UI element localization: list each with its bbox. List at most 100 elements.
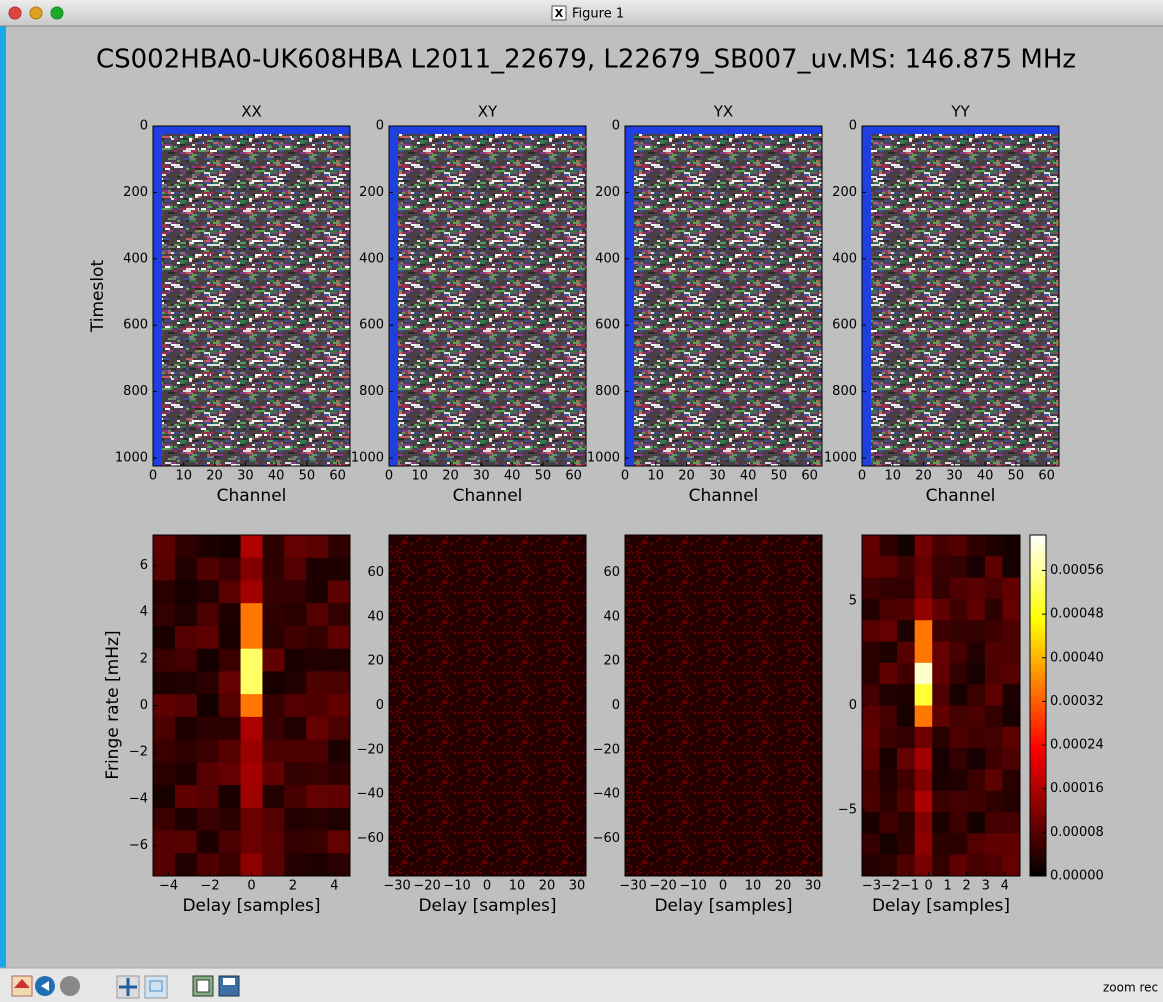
heatmap-cell <box>897 854 916 877</box>
heatmap-cell <box>1002 769 1021 792</box>
heatmap-cell <box>879 748 898 770</box>
subplot-title: XX <box>241 103 262 121</box>
forward-button[interactable] <box>60 976 80 996</box>
heatmap-cell <box>984 598 1003 621</box>
y-tick-label: 20 <box>603 654 620 669</box>
heatmap-cell <box>328 603 351 627</box>
y-tick-label: −60 <box>357 831 384 846</box>
home-button[interactable] <box>11 975 33 997</box>
heatmap-cell <box>1002 556 1021 579</box>
x-tick-label: 10 <box>412 469 429 484</box>
x-tick-label: 10 <box>176 469 193 484</box>
window-title: Figure 1 <box>572 7 624 22</box>
y-axis-label: Timeslot <box>88 260 108 334</box>
heatmap-cell <box>153 785 176 809</box>
heatmap-cell <box>967 769 986 792</box>
axes-frame <box>624 125 823 467</box>
x-tick-label: −20 <box>649 879 676 894</box>
zoom-rect-button[interactable] <box>144 975 168 999</box>
flagged-band <box>389 126 398 466</box>
zoom-button[interactable] <box>50 6 64 20</box>
y-tick-label: 40 <box>367 609 384 624</box>
heatmap-cell <box>284 603 307 627</box>
back-button[interactable] <box>35 976 55 996</box>
heatmap-cell <box>984 620 1003 643</box>
x-tick-label: 10 <box>745 879 762 894</box>
flagged-band <box>153 126 350 134</box>
x-tick-label: −3 <box>862 879 881 894</box>
heatmap-cell <box>306 625 329 650</box>
x-axis-label: Delay [samples] <box>418 896 556 916</box>
x-tick-label: 20 <box>442 469 459 484</box>
minimize-button[interactable] <box>29 6 43 20</box>
heatmap-cell <box>949 854 968 877</box>
pan-button[interactable] <box>116 975 140 999</box>
heatmap-cell <box>949 620 968 643</box>
heatmap-cell <box>967 705 986 728</box>
subplots-button[interactable] <box>192 975 214 997</box>
heatmap-cell <box>218 535 242 559</box>
save-button[interactable] <box>218 975 240 997</box>
heatmap-cell <box>949 705 968 728</box>
heatmap-cell <box>240 853 263 877</box>
heatmap-cell <box>879 812 898 834</box>
y-tick-label: 200 <box>595 185 620 200</box>
heatmap-cell <box>218 716 242 741</box>
close-button[interactable] <box>8 6 22 20</box>
x-tick-label: 10 <box>885 469 902 484</box>
y-tick-label: 6 <box>140 558 148 573</box>
heatmap-cell <box>897 620 916 643</box>
heatmap-cell <box>967 726 986 749</box>
x-tick-label: −1 <box>900 879 919 894</box>
heatmap-cell <box>949 769 968 792</box>
heatmap-cell <box>914 769 933 792</box>
x-tick-label: 10 <box>509 879 526 894</box>
heatmap-cell <box>153 853 176 877</box>
y-tick-label: −40 <box>593 787 620 802</box>
colorbar-tick-label: 0.00008 <box>1050 825 1104 840</box>
heatmap-cell <box>218 853 242 877</box>
y-tick-label: 800 <box>123 384 148 399</box>
heatmap-cell <box>284 853 307 877</box>
heatmap-cell <box>306 785 329 809</box>
heatmap-cell <box>240 716 263 741</box>
heatmap-cell <box>967 790 986 813</box>
heatmap-cell <box>932 684 951 706</box>
heatmap-cell <box>284 648 307 672</box>
x-tick-label: −10 <box>679 879 706 894</box>
x-tick-label: 3 <box>982 879 990 894</box>
heatmap-cell <box>218 807 242 832</box>
y-tick-label: −20 <box>357 742 384 757</box>
heatmap-cell <box>879 833 898 856</box>
heatmap-cell <box>862 748 881 770</box>
heatmap-cell <box>897 748 916 770</box>
heatmap-cell <box>153 762 176 786</box>
heatmap-cell <box>306 830 329 854</box>
heatmap-cell <box>328 557 351 581</box>
y-tick-label: 800 <box>595 384 620 399</box>
heatmap-cell <box>284 762 307 786</box>
y-tick-label: 40 <box>603 609 620 624</box>
heatmap-cell <box>1002 620 1021 643</box>
heatmap-cell <box>967 662 986 685</box>
heatmap-cell <box>1002 790 1021 813</box>
heatmap-cell <box>306 694 329 718</box>
heatmap-cell <box>284 807 307 832</box>
axes-frame <box>152 125 351 467</box>
y-tick-label: 60 <box>367 565 384 580</box>
heatmap-cell <box>240 535 263 559</box>
y-tick-label: 20 <box>367 654 384 669</box>
y-tick-label: −5 <box>838 803 857 818</box>
heatmap-cell <box>879 705 898 728</box>
x-axis-label: Delay [samples] <box>654 896 792 916</box>
heatmap-cell <box>328 535 351 559</box>
axes-frame <box>388 125 587 467</box>
y-tick-label: 400 <box>832 251 857 266</box>
heatmap-cell <box>984 812 1003 834</box>
y-tick-label: 0 <box>612 698 620 713</box>
heatmap-cell <box>862 641 881 664</box>
heatmap-cell <box>240 648 263 672</box>
heatmap-cell <box>328 830 351 854</box>
x-tick-label: 60 <box>329 469 346 484</box>
